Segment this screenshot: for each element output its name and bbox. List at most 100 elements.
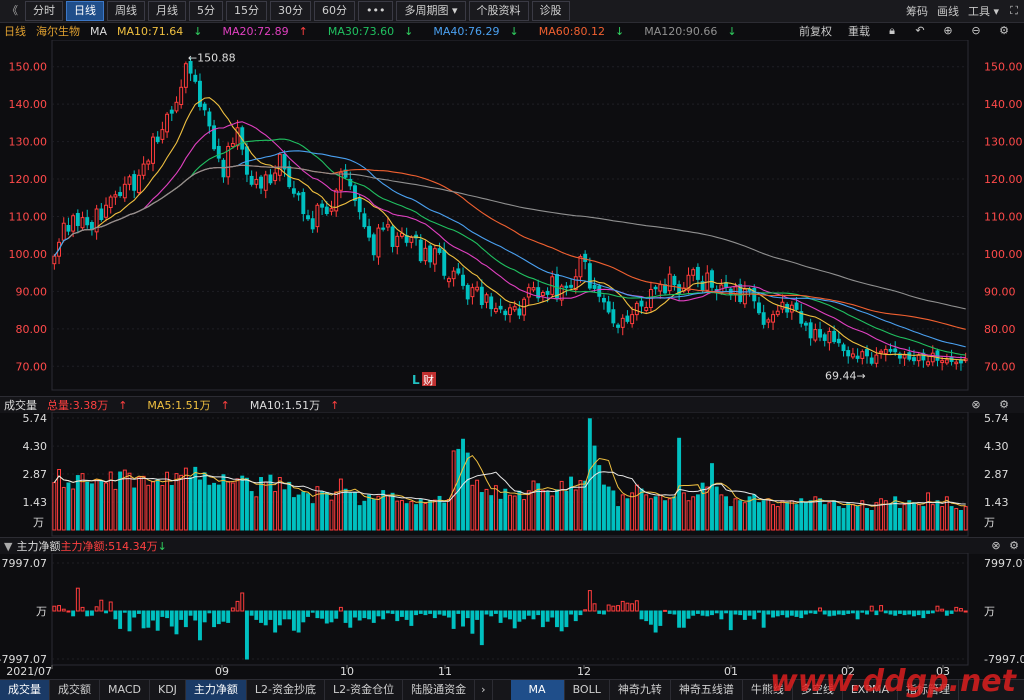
candle-body [127,176,132,185]
candle-body [587,263,592,289]
chips-button[interactable]: 筹码 [905,5,928,18]
price-chart[interactable]: 150.00 150.00 140.00 140.00 130.00 130.00 120.… [0,40,1024,395]
period-tab[interactable]: 15分 [226,1,267,21]
candle-body [766,319,771,323]
period-tab[interactable]: 分时 [25,1,63,21]
indicator-tab[interactable]: MACD [100,680,150,700]
diagnose-button[interactable]: 诊股 [531,1,570,21]
volume-bar [371,499,376,531]
period-tab[interactable]: 周线 [107,1,145,21]
candle-body [362,213,367,228]
draw-line-button[interactable]: 画线 [936,5,959,18]
indicator-tab[interactable]: KDJ [150,680,186,700]
candle-body [564,285,569,289]
period-tab[interactable]: 30分 [270,1,311,21]
close-icon[interactable]: ⊗ [991,539,1001,552]
price-tick-right: 150.00 [984,61,1023,74]
tabs-scroll-right-icon[interactable]: › [475,680,493,700]
netflow-bar [710,610,714,616]
period-tab[interactable]: 60分 [314,1,355,21]
candle-body [320,203,325,208]
netflow-bar [52,605,57,612]
price-tick-left: 90.00 [16,285,48,298]
candle-body [226,145,231,178]
netflow-bar [268,610,273,620]
back-button[interactable]: 《 [7,4,18,17]
period-tab[interactable]: 月线 [148,1,186,21]
candle-body [592,284,597,289]
settings-icon[interactable]: ⚙ [999,24,1009,37]
volume-chart[interactable]: 5.74 5.74 4.30 4.30 2.87 2.87 1.43 1.43 万 万 [0,412,1024,537]
settings-icon[interactable]: ⚙ [999,398,1009,411]
period-tab[interactable]: 5分 [189,1,223,21]
high-annotation: ←150.88 [188,52,236,65]
multi-period-dropdown[interactable]: 多周期图 ▾ [396,1,466,21]
netflow-bar [432,610,437,619]
volume-bar [244,477,249,531]
overlay-tab[interactable]: 多空线 [793,680,843,700]
more-periods-button[interactable]: ••• [358,1,394,21]
tools-dropdown[interactable]: 工具 ▾ [968,3,999,19]
netflow-bar [963,610,968,613]
zoom-out-icon[interactable]: ⊖ [971,24,981,37]
netflow-bar [639,610,644,620]
close-icon[interactable]: ⊗ [971,398,981,411]
collapse-icon[interactable]: ▼ [4,539,13,553]
candle-body [216,145,221,159]
netflow-bar [334,610,339,619]
netflow-chart[interactable]: 7997.077997.07万万-7997.07-7997.072021/070… [0,553,1024,679]
candle-body [869,357,874,364]
stock-info-button[interactable]: 个股资料 [468,1,529,21]
reload-button[interactable]: 重载 [848,25,870,38]
zoom-in-icon[interactable]: ⊕ [943,24,953,37]
candle-body [193,74,198,82]
indicator-tab[interactable]: L2-资金仓位 [325,680,404,700]
indicator-tab[interactable]: 成交额 [50,680,100,700]
overlay-tab[interactable]: EXPMA [843,680,898,700]
candle-body [202,103,207,111]
period-tab[interactable]: 日线 [66,1,104,21]
overlay-tab[interactable]: 指标管理 [898,680,959,700]
netflow-bar [221,610,226,622]
overlay-tab[interactable]: 神奇九转 [610,680,671,700]
volume-bar [390,492,395,531]
netflow-bar [310,610,315,613]
candle-body [540,292,545,297]
candle-body [921,352,926,361]
candle-body [99,208,104,220]
undo-icon[interactable]: ↶ [915,24,925,37]
volume-bar [766,498,771,531]
netflow-bar [470,610,475,634]
overlay-tab[interactable]: 牛熊线 [743,680,793,700]
ma-value-arrow: ↓ [727,24,737,38]
adjust-mode-button[interactable]: 前复权 [799,25,832,38]
indicator-tab[interactable]: 主力净额 [185,680,247,700]
indicator-tab[interactable]: L2-资金抄底 [247,680,326,700]
overlay-tab[interactable]: MA [510,680,565,700]
settings-icon[interactable]: ⚙ [1009,539,1019,552]
lock-icon[interactable]: 🔒︎ [889,24,895,37]
netflow-bar [489,610,494,617]
ma-value: MA10:71.64 ↓ [117,25,212,38]
netflow-bar [888,610,893,615]
indicator-tab[interactable]: 陆股通资金 [403,680,476,700]
fullscreen-icon[interactable]: ⛶ [1010,4,1018,17]
netflow-tick-right: 7997.07 [984,557,1024,570]
netflow-bar [282,610,287,620]
candle-body [94,208,99,233]
indicator-tab[interactable]: 成交量 [0,680,50,700]
netflow-bar [874,610,879,616]
volume-bar [498,498,503,531]
candle-body [136,174,141,194]
overlay-tab[interactable]: 神奇五线谱 [671,680,743,700]
candle-body [385,224,390,228]
volume-bar [569,476,574,531]
netflow-bar [672,610,677,615]
candle-body [395,235,400,247]
overlay-tab[interactable]: BOLL [565,680,610,700]
volume-bar [475,479,480,531]
candle-body [836,338,841,344]
candle-body [517,308,522,316]
netflow-bar [620,600,625,612]
netflow-bar [926,610,931,614]
